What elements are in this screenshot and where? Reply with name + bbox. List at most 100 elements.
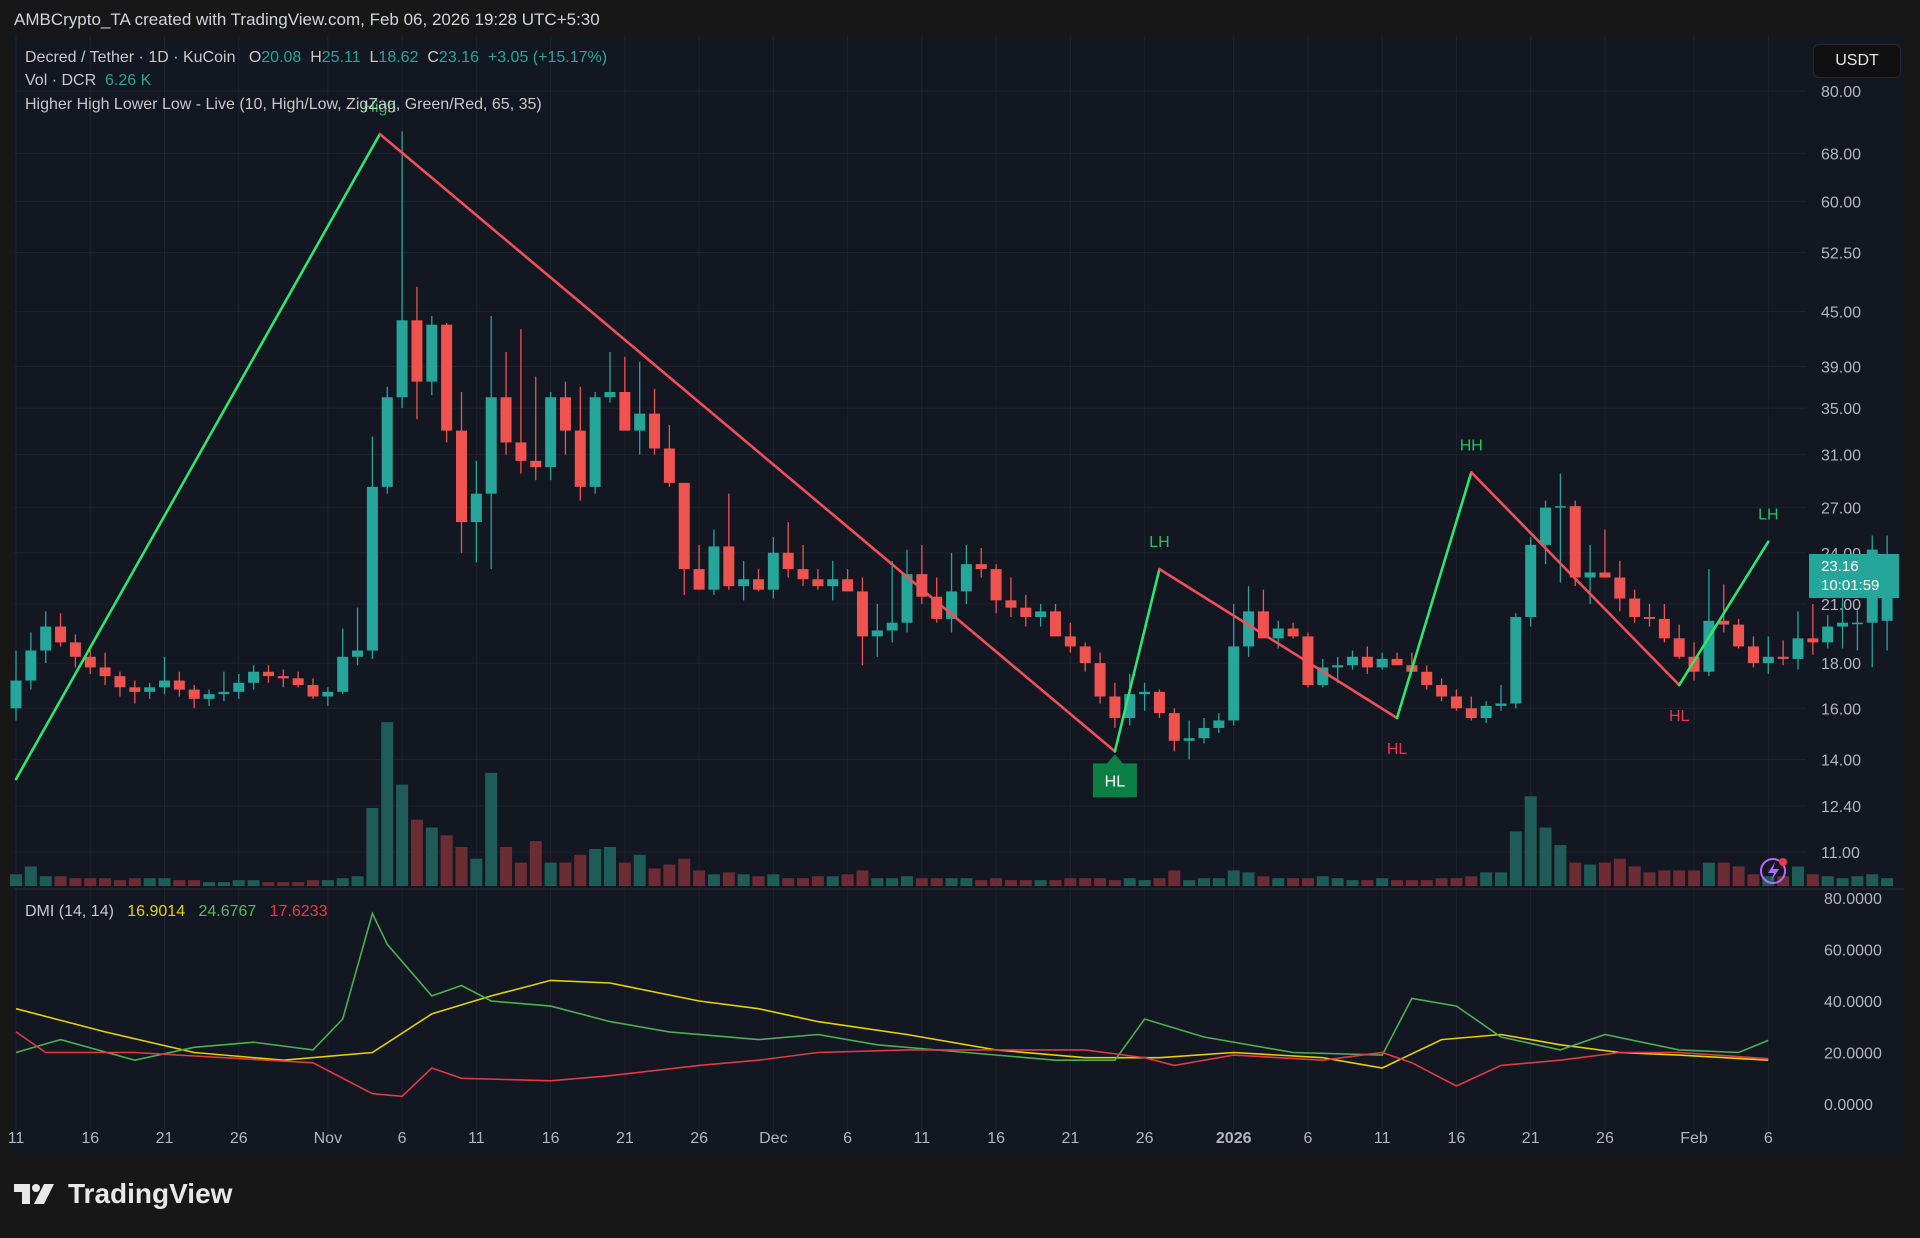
candle[interactable]	[1213, 713, 1225, 734]
candle[interactable]	[1614, 560, 1626, 612]
candle[interactable]	[144, 682, 156, 699]
candle[interactable]	[797, 544, 809, 587]
candle[interactable]	[842, 569, 854, 592]
price-axis[interactable]: 80.00 68.00 60.00 52.50 45.00 39.00 35.00 31.00…	[1821, 84, 1861, 862]
candle[interactable]	[856, 577, 868, 666]
candle[interactable]	[1718, 584, 1730, 633]
candle[interactable]	[1450, 689, 1462, 711]
candle[interactable]	[1287, 622, 1299, 639]
candle[interactable]	[456, 391, 467, 553]
candle[interactable]	[1079, 642, 1091, 672]
candle[interactable]	[545, 391, 557, 481]
candle[interactable]	[1837, 594, 1849, 649]
candle[interactable]	[1703, 569, 1715, 677]
candle[interactable]	[871, 603, 883, 657]
candle[interactable]	[1673, 624, 1685, 659]
candle[interactable]	[292, 671, 304, 688]
candle[interactable]	[55, 613, 67, 647]
candle[interactable]	[470, 460, 482, 563]
candle[interactable]	[159, 656, 170, 695]
candle[interactable]	[277, 669, 289, 688]
candle[interactable]	[1644, 603, 1655, 627]
dmi-axis[interactable]: 80.0000 60.0000 40.0000 20.0000 0.0000	[1824, 891, 1882, 1114]
candle[interactable]	[1807, 603, 1819, 655]
candle[interactable]	[1198, 717, 1210, 744]
candle[interactable]	[1777, 640, 1789, 666]
candle[interactable]	[1050, 603, 1061, 637]
candle[interactable]	[1391, 652, 1403, 666]
candle[interactable]	[352, 607, 364, 666]
candle[interactable]	[173, 671, 185, 697]
candle[interactable]	[619, 356, 631, 431]
candle[interactable]	[248, 665, 260, 690]
candles[interactable]	[10, 131, 1893, 760]
candle[interactable]	[693, 544, 705, 590]
candle[interactable]	[589, 391, 601, 494]
candle[interactable]	[99, 652, 111, 686]
candle[interactable]	[1569, 500, 1581, 587]
candle[interactable]	[1257, 589, 1269, 639]
candle[interactable]	[188, 685, 200, 709]
candle[interactable]	[1124, 673, 1136, 726]
candle[interactable]	[604, 352, 616, 403]
candle[interactable]	[1540, 500, 1552, 565]
symbol-legend[interactable]: Decred / Tether · 1D · KuCoin O20.08 H25…	[25, 49, 607, 67]
candle[interactable]	[530, 376, 542, 481]
candle[interactable]	[203, 689, 215, 706]
candle[interactable]	[1421, 665, 1433, 690]
currency-button[interactable]: USDT	[1813, 44, 1901, 78]
candle[interactable]	[1436, 678, 1448, 702]
candle[interactable]	[1064, 622, 1076, 653]
candle[interactable]	[1480, 701, 1492, 723]
candle[interactable]	[515, 329, 527, 474]
candle[interactable]	[114, 671, 126, 697]
candle[interactable]	[1020, 594, 1032, 627]
candle[interactable]	[1495, 685, 1507, 711]
time-axis[interactable]: 11 16 21 26 Nov 6 11 16 21 26 Dec 6 11 16 21 26 2026 6 11 1…	[8, 1130, 1773, 1147]
dmi-legend[interactable]: DMI (14, 14) 16.9014 24.6767 17.6233	[25, 903, 327, 921]
candle[interactable]	[990, 564, 1002, 614]
candle[interactable]	[1183, 720, 1195, 760]
candle[interactable]	[1005, 577, 1017, 617]
candle[interactable]	[337, 628, 349, 695]
indicator-legend[interactable]: Higher High Lower Low - Live (10, High/L…	[25, 96, 542, 114]
candle[interactable]	[129, 680, 141, 704]
candle[interactable]	[916, 544, 928, 604]
candle[interactable]	[559, 381, 571, 455]
candle[interactable]	[946, 552, 958, 633]
candle[interactable]	[1599, 529, 1611, 578]
candle[interactable]	[1228, 603, 1240, 726]
candle[interactable]	[886, 560, 898, 643]
candle[interactable]	[40, 611, 52, 664]
candle[interactable]	[307, 678, 319, 699]
candle[interactable]	[1243, 586, 1255, 657]
candle[interactable]	[1109, 682, 1121, 728]
tradingview-logo[interactable]: TradingView	[14, 1178, 232, 1210]
candle[interactable]	[574, 386, 586, 501]
candle[interactable]	[366, 436, 378, 659]
candle[interactable]	[485, 315, 497, 570]
candle[interactable]	[441, 322, 453, 443]
candle[interactable]	[1658, 603, 1670, 643]
candle[interactable]	[411, 286, 423, 420]
candle[interactable]	[753, 569, 764, 592]
candle[interactable]	[396, 131, 408, 409]
candle[interactable]	[1361, 646, 1373, 674]
candle[interactable]	[1733, 618, 1745, 649]
candle[interactable]	[812, 569, 824, 590]
candle[interactable]	[1153, 689, 1165, 718]
candle[interactable]	[1465, 696, 1477, 721]
candle[interactable]	[1525, 537, 1537, 627]
candle[interactable]	[233, 673, 245, 699]
candle[interactable]	[262, 665, 274, 683]
candle[interactable]	[426, 315, 438, 396]
candle[interactable]	[1822, 615, 1834, 649]
candle[interactable]	[649, 388, 661, 455]
candle[interactable]	[738, 560, 750, 601]
candle[interactable]	[723, 493, 735, 590]
volume-legend[interactable]: Vol · DCR 6.26 K	[25, 72, 151, 90]
candle[interactable]	[1629, 589, 1641, 623]
candle[interactable]	[678, 482, 690, 595]
candle[interactable]	[782, 522, 794, 578]
